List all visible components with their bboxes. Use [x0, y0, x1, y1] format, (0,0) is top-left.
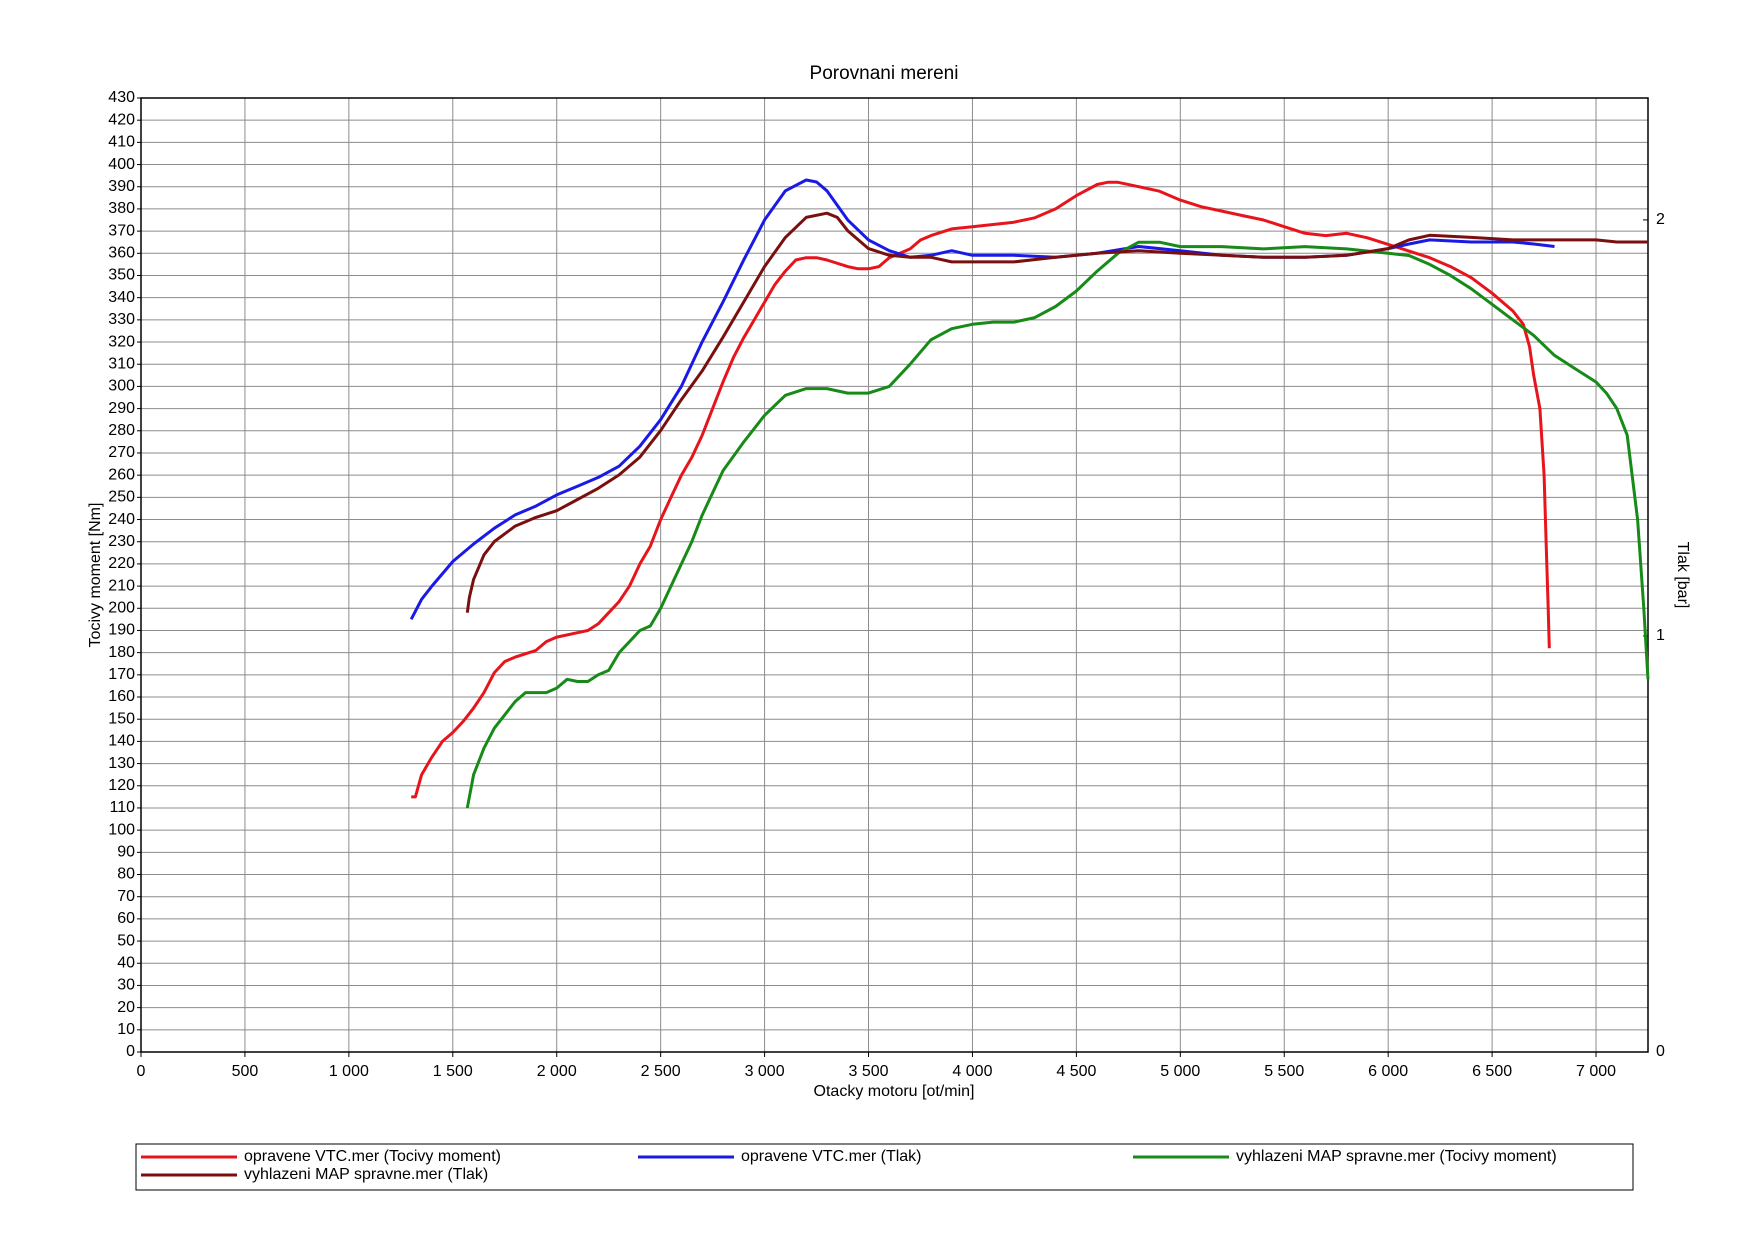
x-tick-label: 4 000 — [952, 1063, 992, 1080]
y-tick-label: 120 — [108, 777, 135, 794]
y-tick-label: 0 — [126, 1043, 135, 1060]
x-tick-label: 4 500 — [1056, 1063, 1096, 1080]
y-tick-label: 30 — [117, 977, 135, 994]
x-tick-label: 2 000 — [537, 1063, 577, 1080]
y-tick-label: 170 — [108, 666, 135, 683]
x-tick-label: 0 — [137, 1063, 146, 1080]
y-tick-label: 390 — [108, 178, 135, 195]
y2-axis-title: Tlak [bar] — [1674, 542, 1691, 609]
x-tick-label: 5 500 — [1264, 1063, 1304, 1080]
y-tick-label: 210 — [108, 577, 135, 594]
y-tick-label: 80 — [117, 866, 135, 883]
y-tick-label: 200 — [108, 599, 135, 616]
y-tick-label: 320 — [108, 333, 135, 350]
y-tick-label: 250 — [108, 489, 135, 506]
x-tick-label: 6 000 — [1368, 1063, 1408, 1080]
y-tick-label: 300 — [108, 378, 135, 395]
y-tick-label: 240 — [108, 511, 135, 528]
x-tick-label: 500 — [232, 1063, 259, 1080]
y-tick-label: 140 — [108, 733, 135, 750]
y-tick-label: 330 — [108, 311, 135, 328]
y-tick-label: 310 — [108, 355, 135, 372]
y-tick-label: 50 — [117, 932, 135, 949]
x-tick-label: 3 500 — [848, 1063, 888, 1080]
y-tick-label: 370 — [108, 222, 135, 239]
y-tick-label: 100 — [108, 821, 135, 838]
x-tick-label: 7 000 — [1576, 1063, 1616, 1080]
series-line — [465, 211, 1648, 613]
y-tick-label: 420 — [108, 111, 135, 128]
y-tick-label: 380 — [108, 200, 135, 217]
y-tick-label: 180 — [108, 644, 135, 661]
x-tick-label: 6 500 — [1472, 1063, 1512, 1080]
y-tick-label: 150 — [108, 710, 135, 727]
x-tick-label: 1 500 — [433, 1063, 473, 1080]
legend-label: vyhlazeni MAP spravne.mer (Tlak) — [244, 1166, 488, 1183]
series-line — [465, 240, 1650, 809]
y-tick-label: 430 — [108, 89, 135, 106]
y2-tick-label: 2 — [1656, 211, 1665, 228]
y-tick-label: 130 — [108, 755, 135, 772]
y-tick-label: 290 — [108, 400, 135, 417]
chart-title: Porovnani mereni — [810, 63, 959, 84]
y-tick-label: 70 — [117, 888, 135, 905]
y-tick-label: 350 — [108, 267, 135, 284]
plot-frame — [140, 97, 1649, 1053]
x-axis-title: Otacky motoru [ot/min] — [814, 1083, 975, 1100]
x-tick-label: 2 500 — [641, 1063, 681, 1080]
y-axis-title: Tocivy moment [Nm] — [87, 503, 104, 648]
y-tick-label: 160 — [108, 688, 135, 705]
y-tick-label: 260 — [108, 466, 135, 483]
y-tick-label: 40 — [117, 954, 135, 971]
legend-label: opravene VTC.mer (Tlak) — [741, 1148, 922, 1165]
y-tick-label: 10 — [117, 1021, 135, 1038]
y-tick-label: 400 — [108, 156, 135, 173]
x-tick-label: 3 000 — [745, 1063, 785, 1080]
y-tick-label: 190 — [108, 622, 135, 639]
y-tick-label: 340 — [108, 289, 135, 306]
y-tick-label: 360 — [108, 245, 135, 262]
y-tick-label: 220 — [108, 555, 135, 572]
legend-label: vyhlazeni MAP spravne.mer (Tocivy moment… — [1236, 1148, 1557, 1165]
legend-label: opravene VTC.mer (Tocivy moment) — [244, 1148, 501, 1165]
y-tick-label: 410 — [108, 134, 135, 151]
y-tick-label: 280 — [108, 422, 135, 439]
x-tick-label: 5 000 — [1160, 1063, 1200, 1080]
y2-tick-label: 0 — [1656, 1043, 1665, 1060]
series-line — [411, 180, 1551, 799]
y-tick-label: 20 — [117, 999, 135, 1016]
y-tick-label: 270 — [108, 444, 135, 461]
y2-tick-label: 1 — [1656, 627, 1665, 644]
y-tick-label: 60 — [117, 910, 135, 927]
legend-box — [135, 1143, 1634, 1191]
y-tick-label: 90 — [117, 844, 135, 861]
y-tick-label: 230 — [108, 533, 135, 550]
y-tick-label: 110 — [109, 799, 135, 816]
series-line — [409, 178, 1555, 620]
x-tick-label: 1 000 — [329, 1063, 369, 1080]
